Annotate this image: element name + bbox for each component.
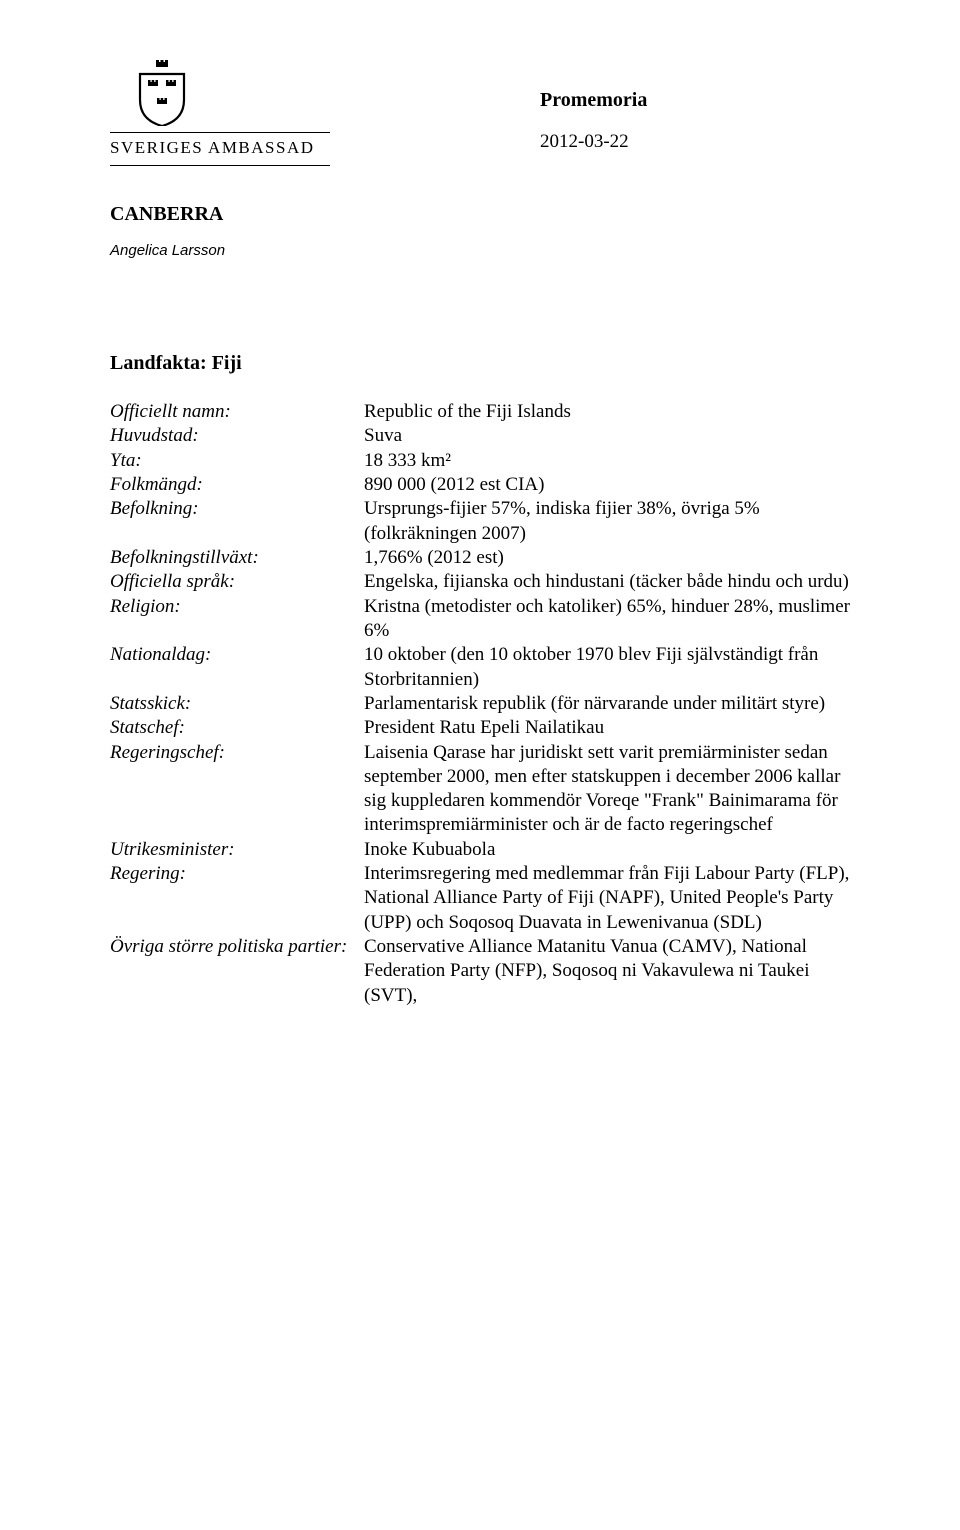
fact-value: 10 oktober (den 10 oktober 1970 blev Fij… [364,643,860,692]
fact-label: Befolkning: [110,497,364,546]
fact-label: Huvudstad: [110,424,364,448]
fact-value: Parlamentarisk republik (för närvarande … [364,692,860,716]
fact-value: 1,766% (2012 est) [364,546,860,570]
fact-value: Engelska, fijianska och hindustani (täck… [364,570,860,594]
fact-value: Kristna (metodister och katoliker) 65%, … [364,595,860,644]
fact-label: Utrikesminister: [110,838,364,862]
fact-label: Nationaldag: [110,643,364,692]
fact-label: Folkmängd: [110,473,364,497]
crest-icon [132,60,192,126]
fact-value: Republic of the Fiji Islands [364,400,860,424]
fact-value: Interimsregering med medlemmar från Fiji… [364,862,860,935]
document-meta: Promemoria 2012-03-22 [540,88,647,154]
fact-label: Religion: [110,595,364,644]
doc-type: Promemoria [540,88,647,114]
fact-label: Regeringschef: [110,741,364,838]
office-name: CANBERRA [110,202,860,228]
author-name: Angelica Larsson [110,241,860,260]
fact-label: Officiellt namn: [110,400,364,424]
fact-label: Statschef: [110,716,364,740]
fact-value: 18 333 km² [364,449,860,473]
logo-block: SVERIGES AMBASSAD [110,60,330,166]
org-name: SVERIGES AMBASSAD [110,133,330,166]
fact-value: Ursprungs-fijier 57%, indiska fijier 38%… [364,497,860,546]
fact-value: Inoke Kubuabola [364,838,860,862]
fact-label: Yta: [110,449,364,473]
fact-value: 890 000 (2012 est CIA) [364,473,860,497]
fact-label: Officiella språk: [110,570,364,594]
document-title: Landfakta: Fiji [110,351,860,377]
fact-value: Laisenia Qarase har juridiskt sett varit… [364,741,860,838]
fact-value: President Ratu Epeli Nailatikau [364,716,860,740]
fact-label: Befolkningstillväxt: [110,546,364,570]
fact-label: Regering: [110,862,364,935]
document-page: SVERIGES AMBASSAD Promemoria 2012-03-22 … [0,0,960,1530]
facts-table: Officiellt namn: Republic of the Fiji Is… [110,400,860,1008]
fact-value: Suva [364,424,860,448]
fact-label: Statsskick: [110,692,364,716]
fact-value: Conservative Alliance Matanitu Vanua (CA… [364,935,860,1008]
document-header: SVERIGES AMBASSAD Promemoria 2012-03-22 [110,60,860,166]
doc-date: 2012-03-22 [540,130,647,154]
fact-label: Övriga större politiska partier: [110,935,364,1008]
